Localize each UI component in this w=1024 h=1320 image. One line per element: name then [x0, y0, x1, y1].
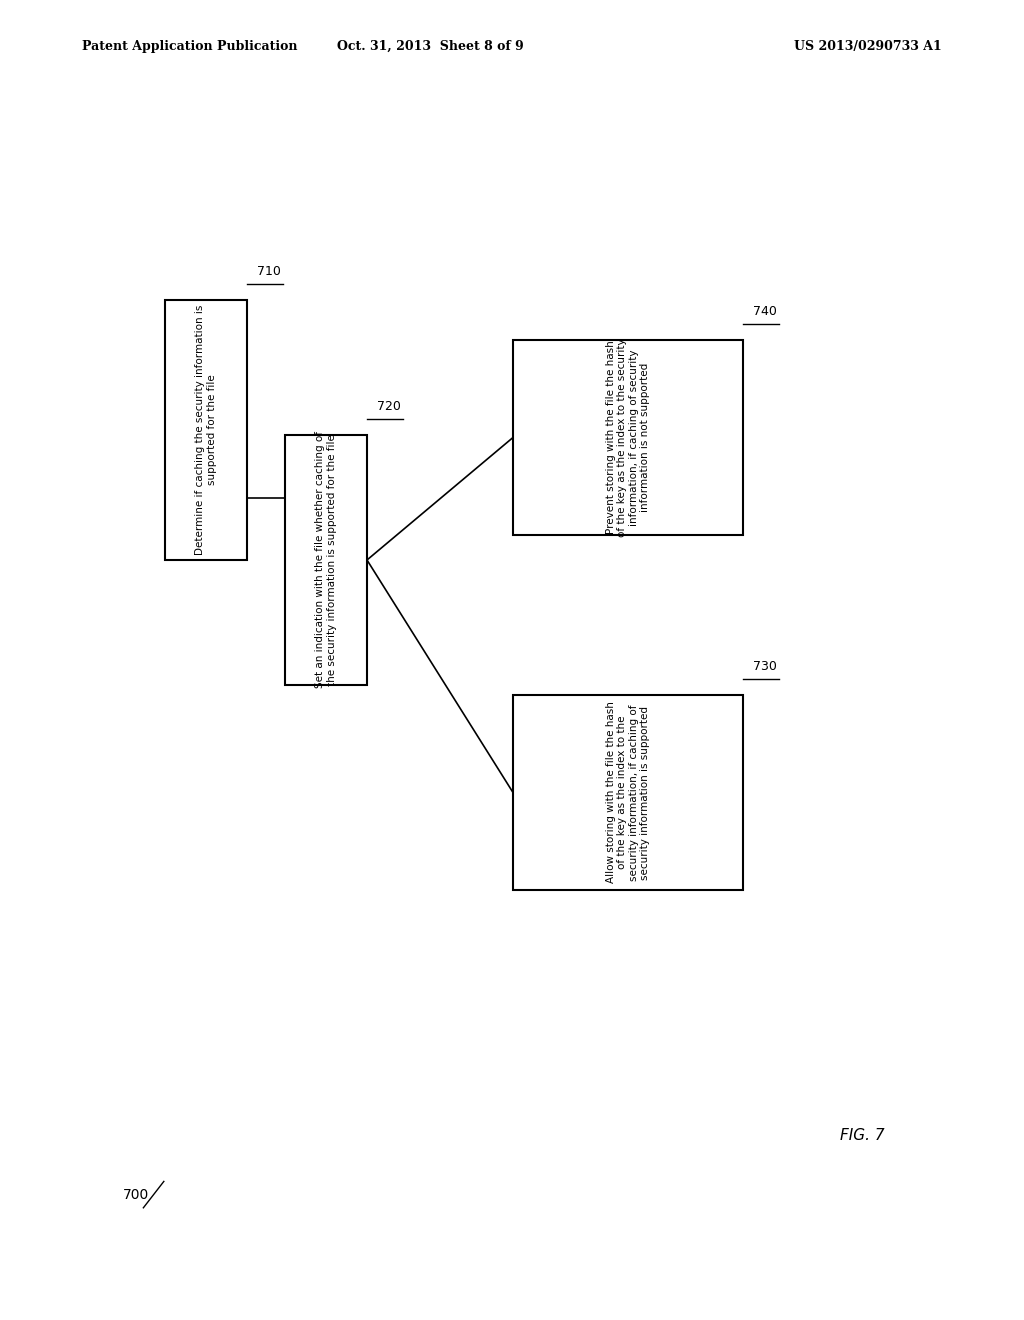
Text: Patent Application Publication: Patent Application Publication [82, 40, 297, 53]
FancyBboxPatch shape [285, 436, 367, 685]
Text: US 2013/0290733 A1: US 2013/0290733 A1 [795, 40, 942, 53]
Text: Determine if caching the security information is
supported for the file: Determine if caching the security inform… [196, 305, 217, 556]
FancyBboxPatch shape [513, 341, 743, 535]
FancyBboxPatch shape [165, 300, 247, 560]
Text: Prevent storing with the file the hash
of the key as the index to the security
i: Prevent storing with the file the hash o… [605, 338, 650, 537]
Text: 720: 720 [377, 400, 401, 413]
Text: 700: 700 [123, 1188, 150, 1201]
Text: 740: 740 [754, 305, 777, 318]
Text: Set an indication with the file whether caching of
the security information is s: Set an indication with the file whether … [315, 432, 337, 689]
FancyBboxPatch shape [513, 696, 743, 890]
Text: Oct. 31, 2013  Sheet 8 of 9: Oct. 31, 2013 Sheet 8 of 9 [337, 40, 523, 53]
Text: 730: 730 [754, 660, 777, 673]
Text: FIG. 7: FIG. 7 [840, 1127, 885, 1143]
Text: 710: 710 [257, 264, 282, 277]
Text: Allow storing with the file the hash
of the key as the index to the
security inf: Allow storing with the file the hash of … [605, 701, 650, 883]
